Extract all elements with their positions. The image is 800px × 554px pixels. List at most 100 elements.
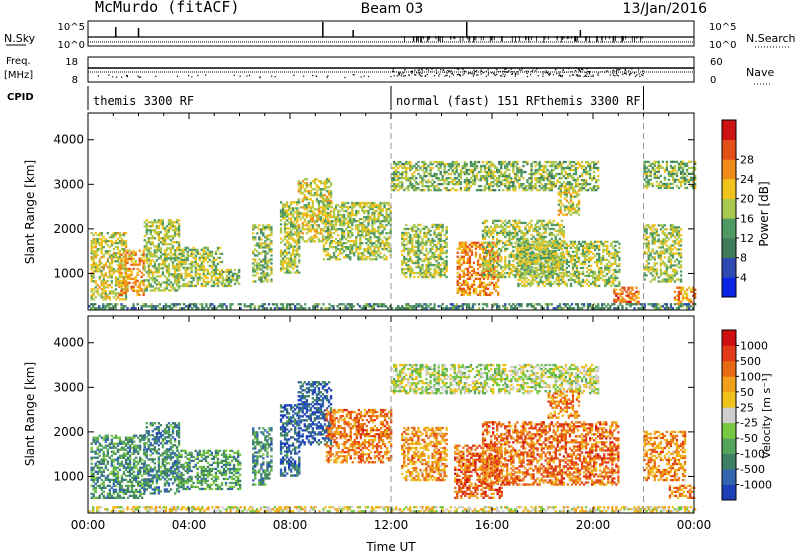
heatmap-cell bbox=[122, 291, 125, 295]
heatmap-cell bbox=[570, 183, 574, 186]
heatmap-cell bbox=[266, 272, 269, 275]
heatmap-cell bbox=[425, 162, 428, 166]
heatmap-cell bbox=[419, 269, 422, 273]
heatmap-cell bbox=[118, 232, 122, 235]
heatmap-cell bbox=[353, 218, 356, 221]
heatmap-cell bbox=[560, 183, 564, 186]
heatmap-cell bbox=[288, 261, 291, 264]
heatmap-cell bbox=[425, 239, 428, 243]
heatmap-cell bbox=[522, 189, 525, 192]
heatmap-cell bbox=[369, 254, 372, 257]
heatmap-cell bbox=[536, 179, 539, 182]
heatmap-cell bbox=[266, 280, 269, 283]
heatmap-cell bbox=[466, 251, 470, 254]
heatmap-cell bbox=[425, 249, 428, 253]
heatmap-cell bbox=[510, 269, 513, 273]
heatmap-cell bbox=[313, 230, 317, 233]
heatmap-cell bbox=[517, 262, 520, 266]
heatmap-cell bbox=[290, 237, 293, 240]
heatmap-cell bbox=[367, 256, 370, 259]
heatmap-cell bbox=[580, 166, 584, 170]
heatmap-cell bbox=[413, 245, 416, 249]
heatmap-cell bbox=[512, 255, 515, 259]
heatmap-cell bbox=[334, 224, 338, 227]
heatmap-cell bbox=[147, 241, 150, 244]
heatmap-cell bbox=[330, 256, 334, 259]
heatmap-cell bbox=[301, 192, 304, 195]
heatmap-cell bbox=[357, 258, 360, 261]
heatmap-cell bbox=[520, 168, 523, 172]
heatmap-cell bbox=[309, 198, 313, 201]
nave-dot bbox=[390, 76, 392, 78]
heatmap-cell bbox=[485, 265, 489, 269]
heatmap-cell bbox=[517, 244, 520, 248]
heatmap-cell bbox=[425, 235, 428, 239]
heatmap-cell bbox=[377, 248, 380, 251]
heatmap-cell bbox=[328, 216, 332, 219]
heatmap-cell bbox=[296, 227, 299, 230]
nave-dot bbox=[628, 74, 631, 76]
heatmap-cell bbox=[363, 211, 366, 215]
heatmap-cell bbox=[483, 231, 487, 235]
heatmap-cell bbox=[102, 236, 105, 239]
heatmap-cell bbox=[279, 227, 283, 230]
heatmap-cell bbox=[309, 210, 313, 213]
heatmap-cell bbox=[455, 189, 458, 192]
heatmap-cell bbox=[584, 185, 588, 188]
heatmap-cell bbox=[258, 258, 261, 261]
heatmap-cell bbox=[435, 233, 438, 237]
heatmap-cell bbox=[478, 279, 482, 283]
heatmap-cell bbox=[397, 183, 400, 186]
nave-dot bbox=[615, 70, 617, 73]
heatmap-cell bbox=[322, 203, 326, 207]
heatmap-cell bbox=[292, 259, 295, 262]
heatmap-cell bbox=[180, 262, 183, 266]
heatmap-cell bbox=[194, 254, 197, 258]
heatmap-cell bbox=[479, 175, 483, 178]
heatmap-cell bbox=[353, 254, 356, 257]
heatmap-cell bbox=[554, 164, 557, 168]
heatmap-cell bbox=[159, 263, 163, 266]
heatmap-cell bbox=[495, 285, 498, 289]
heatmap-cell bbox=[570, 168, 574, 172]
nave-dot bbox=[480, 70, 483, 72]
heatmap-cell bbox=[459, 187, 463, 190]
heatmap-cell bbox=[151, 253, 154, 256]
heatmap-cell bbox=[296, 233, 299, 236]
heatmap-cell bbox=[437, 265, 440, 269]
heatmap-cell bbox=[419, 166, 422, 170]
heatmap-cell bbox=[254, 270, 257, 273]
heatmap-cell bbox=[260, 238, 263, 241]
heatmap-cell bbox=[485, 259, 489, 263]
heatmap-cell bbox=[311, 240, 315, 243]
heatmap-cell bbox=[391, 185, 394, 188]
heatmap-cell bbox=[128, 257, 131, 260]
heatmap-cell bbox=[176, 284, 179, 288]
heatmap-cell bbox=[558, 181, 562, 184]
heatmap-cell bbox=[427, 187, 430, 190]
heatmap-cell bbox=[153, 279, 157, 282]
heatmap-cell bbox=[464, 291, 468, 295]
heatmap-cell bbox=[474, 241, 478, 244]
heatmap-cell bbox=[445, 263, 448, 267]
heatmap-cell bbox=[595, 181, 598, 184]
heatmap-cell bbox=[256, 244, 259, 247]
heatmap-cell bbox=[297, 198, 300, 201]
heatmap-cell bbox=[375, 209, 378, 213]
heatmap-cell bbox=[180, 276, 183, 280]
heatmap-cell bbox=[455, 164, 458, 168]
heatmap-cell bbox=[92, 294, 95, 297]
heatmap-cell bbox=[483, 185, 487, 188]
heatmap-cell bbox=[401, 162, 404, 166]
heatmap-cell bbox=[327, 178, 331, 181]
heatmap-cell bbox=[334, 228, 338, 231]
nave-dot bbox=[411, 72, 413, 74]
nave-dot bbox=[505, 71, 507, 73]
heatmap-cell bbox=[323, 188, 327, 191]
heatmap-cell bbox=[481, 235, 485, 239]
heatmap-cell bbox=[283, 237, 287, 240]
heatmap-cell bbox=[283, 235, 287, 238]
heatmap-cell bbox=[403, 237, 406, 241]
heatmap-cell bbox=[341, 203, 344, 207]
heatmap-cell bbox=[268, 228, 271, 231]
